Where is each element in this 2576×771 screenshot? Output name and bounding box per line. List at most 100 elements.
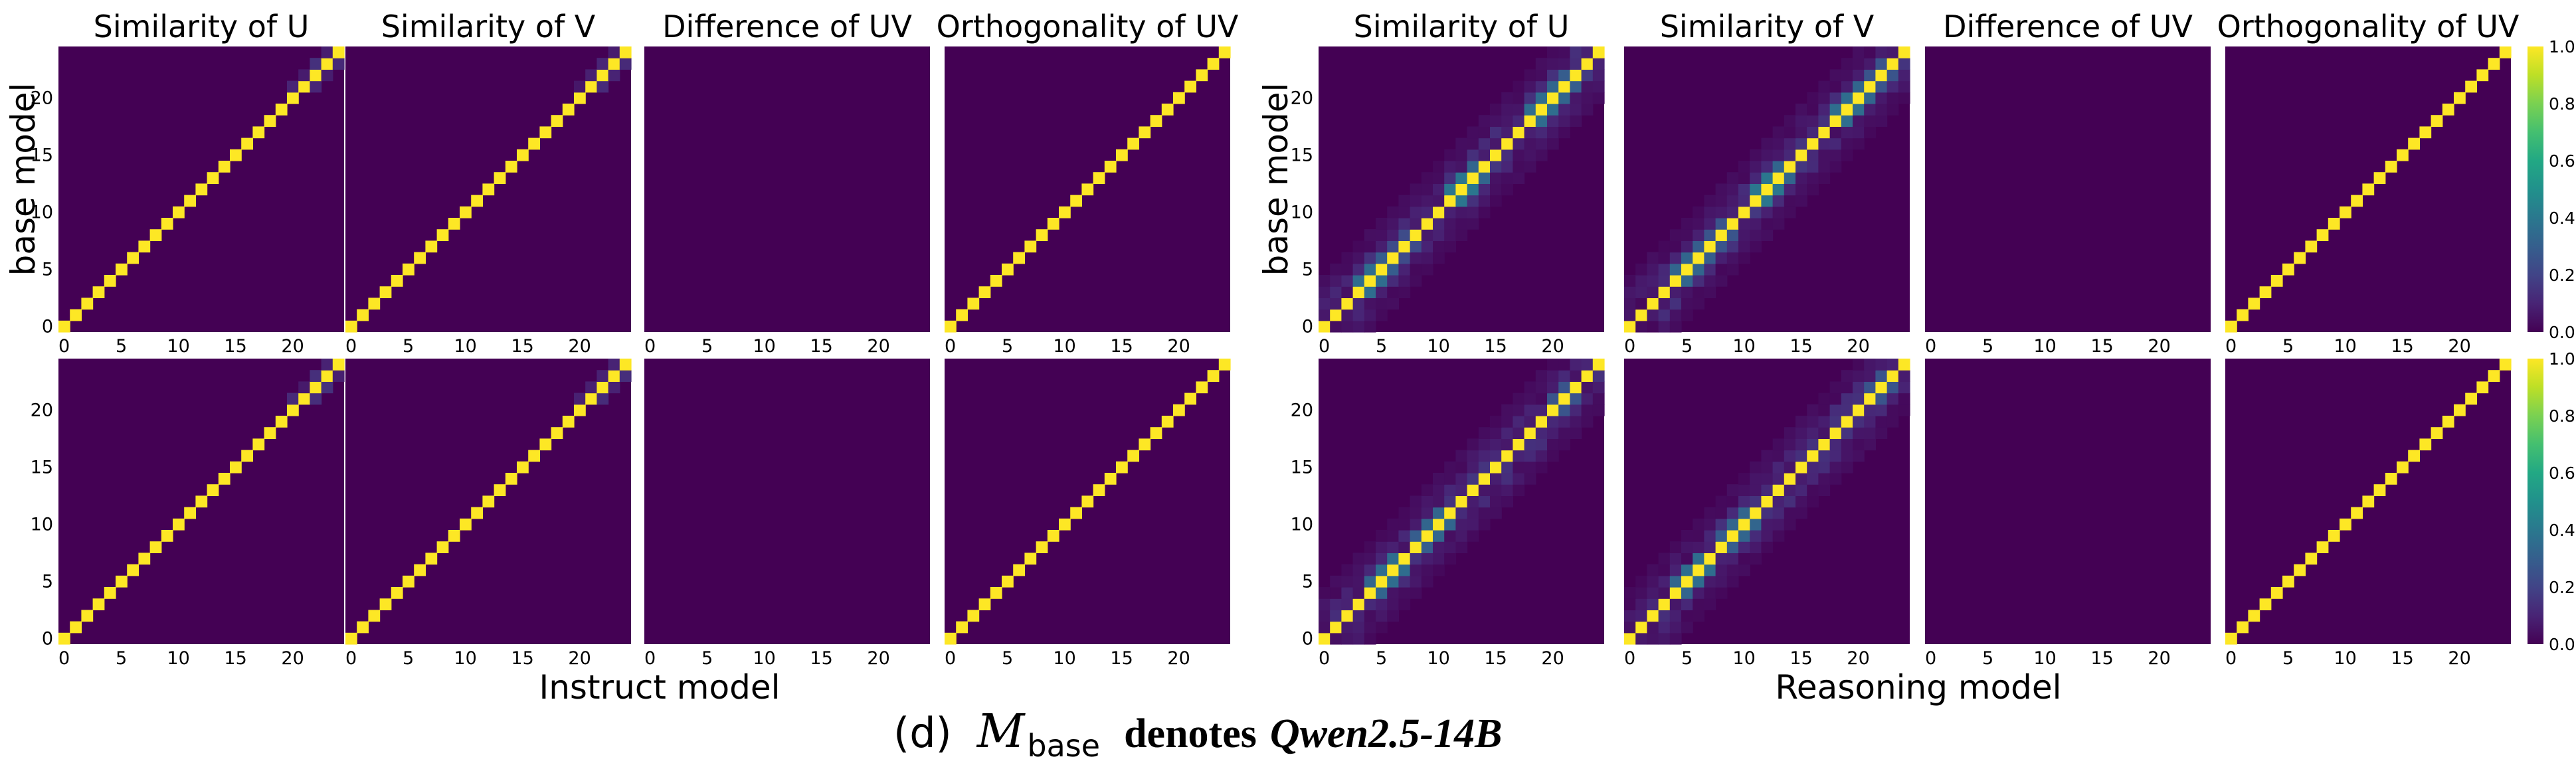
heatmap-cell <box>1886 46 1899 58</box>
heatmap-cell <box>1738 172 1750 184</box>
heatmap-cell <box>1784 206 1796 218</box>
heatmap-cell <box>1647 286 1659 298</box>
heatmap-cell <box>2259 286 2272 298</box>
heatmap-cell <box>1681 263 1693 276</box>
heatmap-cell <box>1558 69 1570 82</box>
heatmap-cell <box>1750 206 1762 218</box>
heatmap-cell <box>1784 137 1796 150</box>
heatmap-cell <box>1467 137 1479 150</box>
heatmap-cell <box>1364 309 1376 321</box>
heatmap-cell <box>1784 484 1796 496</box>
heatmap-cell <box>1341 286 1354 298</box>
heatmap-cell <box>1693 275 1704 287</box>
heatmap-cell <box>1444 161 1456 173</box>
heatmap-cell <box>1352 252 1365 264</box>
colorbar-tick-label: 0.4 <box>2549 209 2575 228</box>
heatmap-cell <box>1853 450 1865 462</box>
y-tick-label: 5 <box>42 259 53 280</box>
heatmap-cell <box>1581 69 1594 82</box>
heatmap-cell <box>1784 450 1796 462</box>
heatmap-cell <box>1841 392 1853 405</box>
heatmap-cell <box>1444 518 1456 531</box>
heatmap-cell <box>1772 495 1785 508</box>
heatmap-cell <box>436 229 449 241</box>
heatmap-cell <box>1352 564 1365 576</box>
heatmap-cell <box>1715 518 1728 531</box>
heatmap-cell <box>1467 473 1479 485</box>
heatmap-cell <box>310 80 322 93</box>
heatmap-panel: 0 5 10 15 20 <box>1925 359 2211 669</box>
heatmap-cell <box>1658 252 1671 264</box>
heatmap-cell <box>1376 575 1388 588</box>
heatmap-cell <box>1841 149 1853 161</box>
heatmap-cell <box>1059 518 1071 531</box>
heatmap-cell <box>1570 115 1582 127</box>
heatmap-cell <box>1410 240 1422 253</box>
heatmap-cell <box>1807 126 1819 139</box>
heatmap-cell <box>127 564 139 576</box>
heatmap-cell <box>2419 126 2432 139</box>
heatmap-cell <box>1738 484 1750 496</box>
heatmap-cell <box>1093 172 1105 184</box>
heatmap-cell <box>1558 80 1570 93</box>
heatmap-cell <box>1693 286 1704 298</box>
heatmap-cell <box>1761 484 1774 496</box>
heatmap-cell <box>1421 518 1433 531</box>
heatmap-cell <box>1104 161 1117 173</box>
x-tick-label: 0 <box>644 336 656 357</box>
heatmap-cell <box>1490 450 1502 462</box>
heatmap-cell <box>1478 126 1491 139</box>
heatmap-cell <box>425 553 438 565</box>
heatmap-cell <box>1841 370 1853 382</box>
heatmap-cell <box>1455 530 1468 542</box>
heatmap-cell <box>391 275 403 287</box>
heatmap-cell <box>1467 461 1479 473</box>
heatmap-cell <box>1467 126 1479 139</box>
heatmap-panel: 0 5 10 15 20 0 5 10 15 20 <box>1291 359 1605 669</box>
heatmap-cell <box>2248 298 2260 310</box>
heatmap-cell <box>2225 320 2237 333</box>
heatmap-cell <box>1387 275 1399 287</box>
heatmap-cell <box>332 370 345 382</box>
heatmap-cell <box>1624 587 1636 599</box>
heatmap-cell <box>1410 507 1422 519</box>
heatmap-cell <box>1592 370 1605 382</box>
heatmap-cell <box>1558 381 1570 394</box>
colorbar-tick-label: 0.6 <box>2549 464 2575 483</box>
heatmap-panel: 0 5 10 15 20 <box>945 359 1231 669</box>
heatmap-cell <box>1726 495 1739 508</box>
heatmap-cell <box>1410 518 1422 531</box>
heatmap-cell <box>1750 495 1762 508</box>
heatmap-cell <box>1455 461 1468 473</box>
heatmap-cell <box>1829 137 1842 150</box>
heatmap-cell <box>1490 137 1502 150</box>
heatmap-cell <box>1886 58 1899 70</box>
heatmap-cell <box>1161 416 1174 428</box>
heatmap-cell <box>149 541 162 553</box>
heatmap-cell <box>1421 564 1433 576</box>
heatmap-cell <box>1535 450 1548 462</box>
heatmap-cell <box>1490 172 1502 184</box>
heatmap-cell <box>1681 298 1693 310</box>
heatmap-cell <box>1841 126 1853 139</box>
heatmap-cell <box>1421 495 1433 508</box>
x-tick-label: 20 <box>281 336 304 357</box>
heatmap-cell <box>1444 461 1456 473</box>
heatmap-cell <box>1410 252 1422 264</box>
heatmap-cell <box>1387 610 1399 622</box>
heatmap-cell <box>1421 263 1433 276</box>
heatmap-cell <box>1364 298 1376 310</box>
y-tick-label: 5 <box>1302 259 1313 280</box>
heatmap-cell <box>1501 416 1513 428</box>
y-tick-label: 5 <box>42 571 53 592</box>
heatmap-cell <box>1341 298 1354 310</box>
heatmap-cell <box>1433 161 1445 173</box>
x-tick-label: 5 <box>701 648 713 669</box>
heatmap-cell <box>1784 195 1796 207</box>
heatmap-cell <box>1478 427 1491 439</box>
heatmap-cell <box>1173 404 1185 416</box>
heatmap-cell <box>1387 598 1399 610</box>
heatmap-cell <box>1693 240 1704 253</box>
heatmap-cell <box>1693 530 1704 542</box>
colorbar-tick-label: 1.0 <box>2549 37 2575 56</box>
